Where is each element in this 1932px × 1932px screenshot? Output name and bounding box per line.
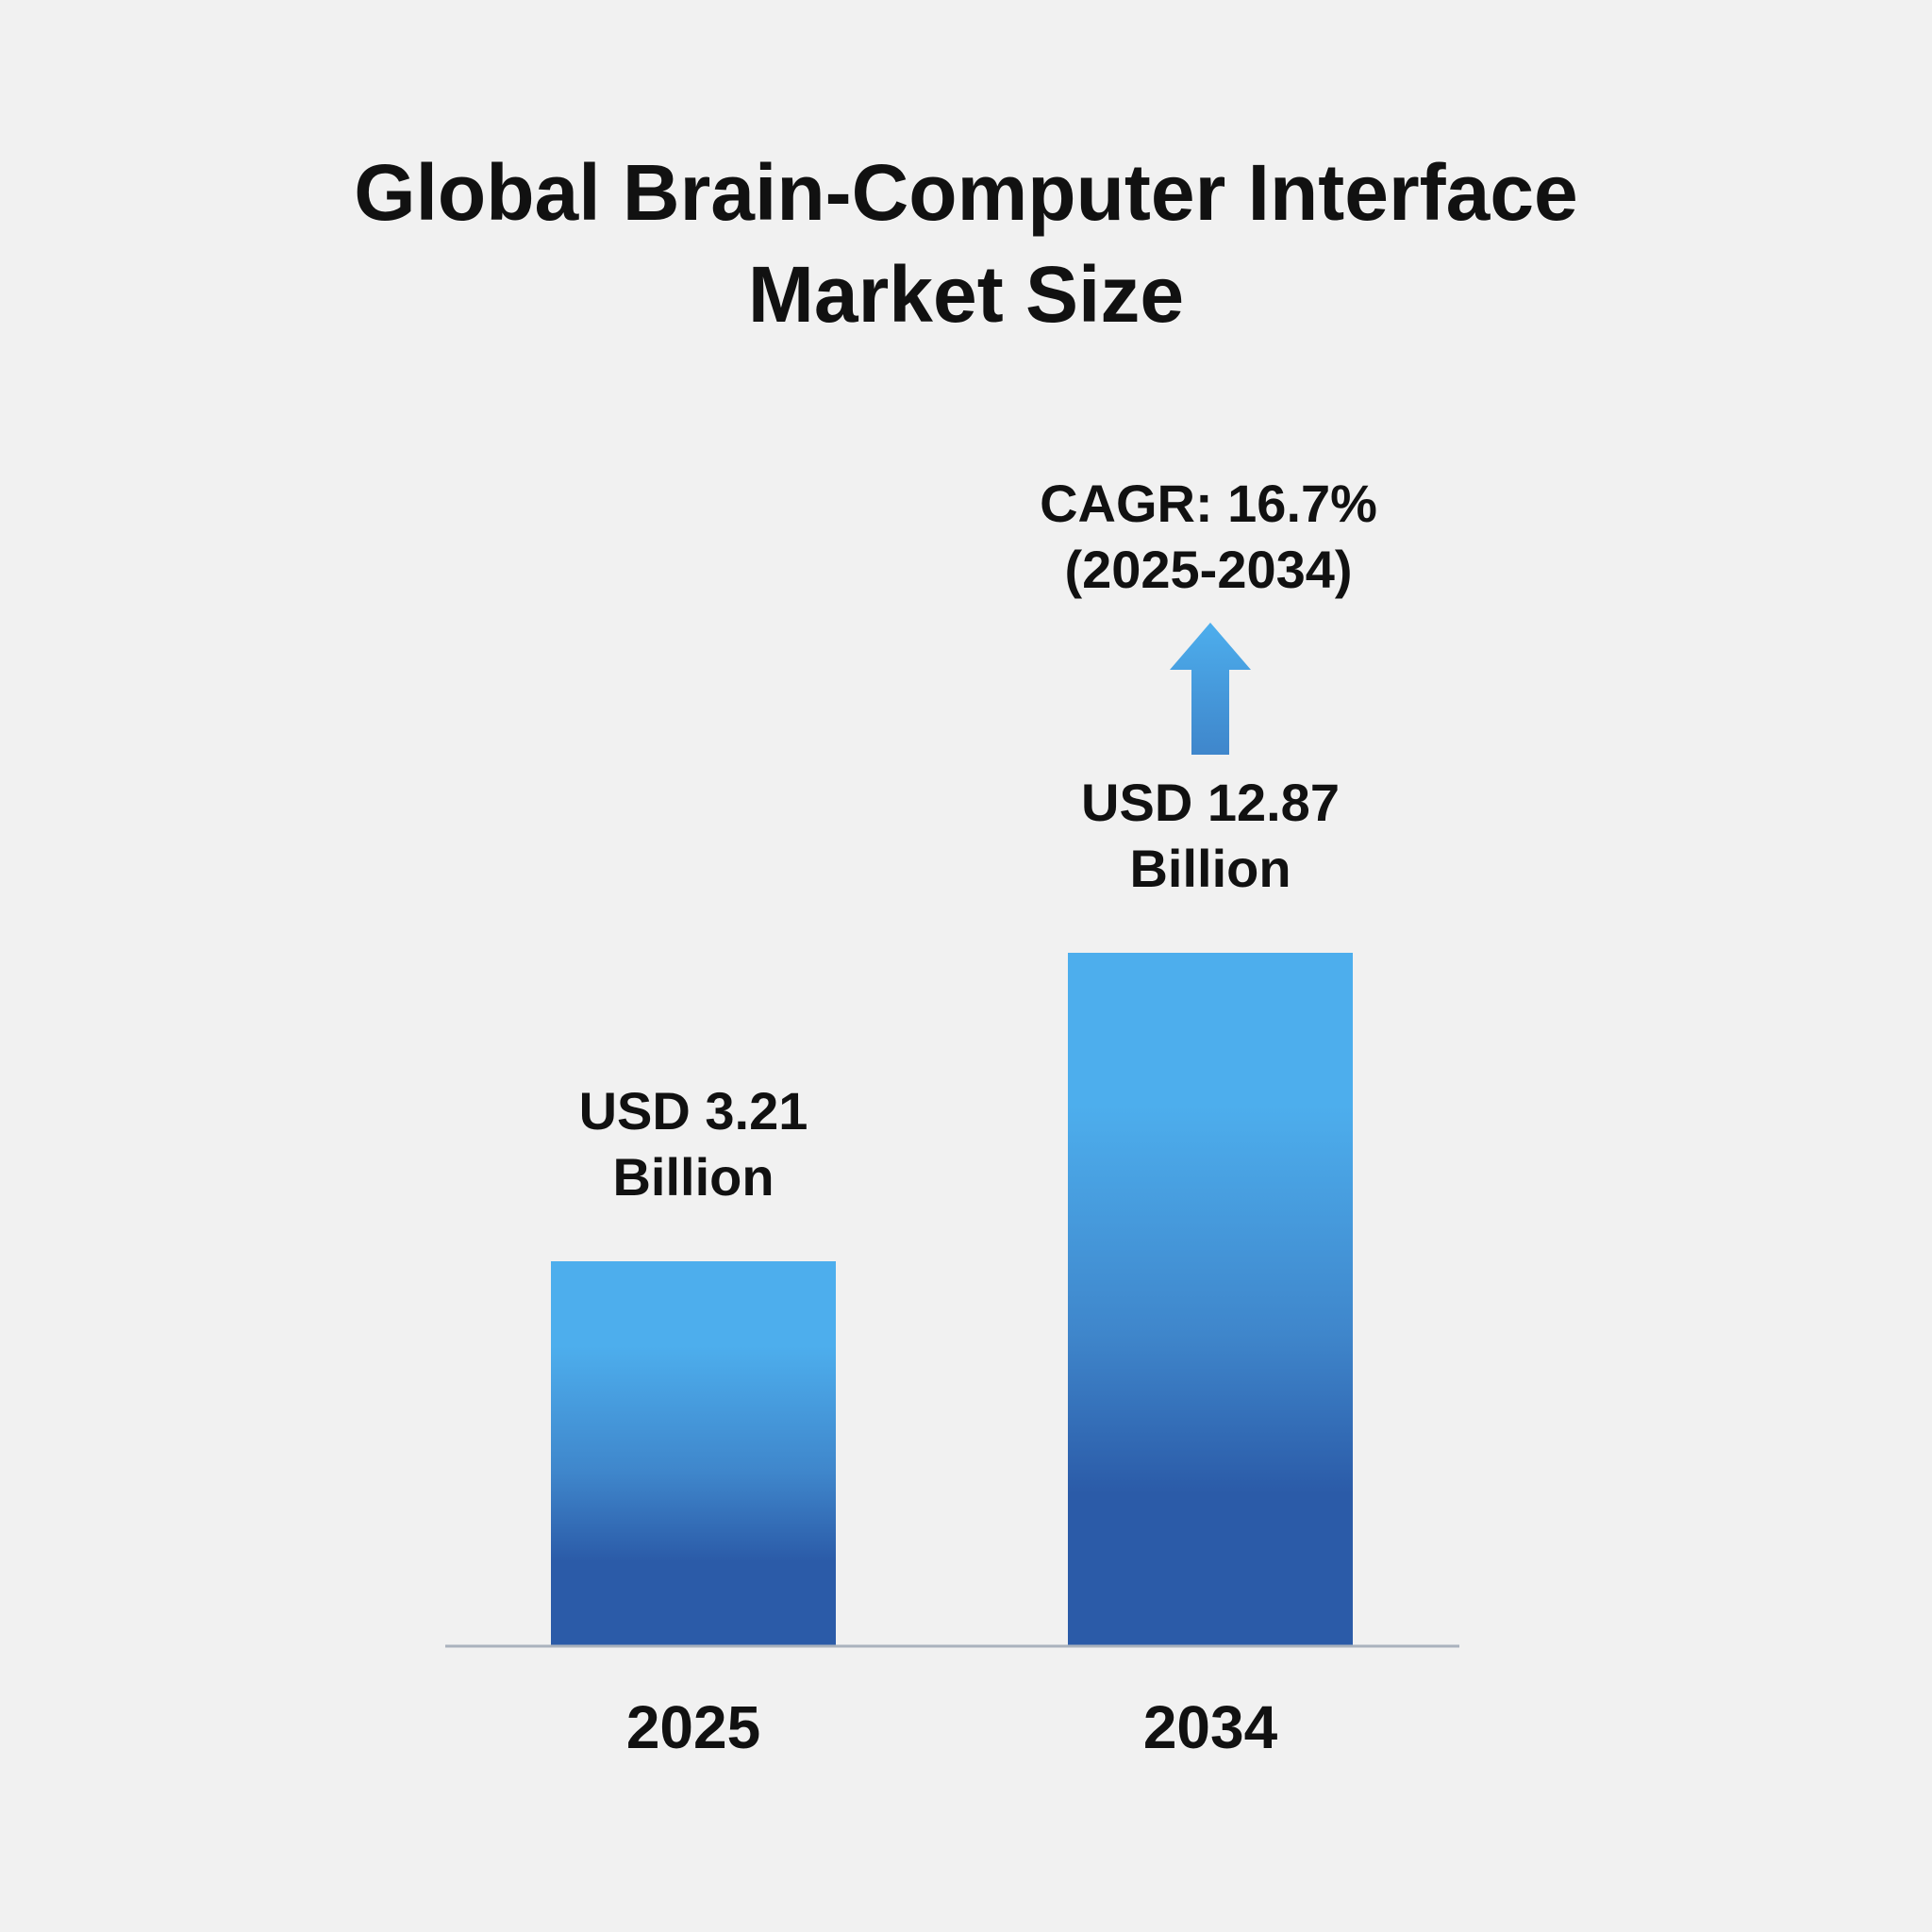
value-label-2034-line-2: Billion [1129,839,1291,898]
bars-layer [551,953,1353,1646]
cagr-label-line-2: (2025-2034) [1064,540,1352,599]
cagr-label-line-1: CAGR: 16.7% [1040,474,1377,533]
up-arrow-icon [1170,623,1251,755]
bar-2034 [1068,953,1353,1646]
x-tick-label-2034: 2034 [1143,1693,1278,1761]
value-label-2025-line-1: USD 3.21 [579,1081,808,1141]
value-label-2025-line-2: Billion [612,1147,774,1207]
cagr-annotation: CAGR: 16.7% (2025-2034) [1040,474,1377,755]
bar-2025 [551,1261,836,1646]
value-label-2034-line-1: USD 12.87 [1081,773,1340,832]
chart-title-line-1: Global Brain-Computer Interface [354,148,1578,237]
chart-title-line-2: Market Size [747,250,1185,339]
chart-title: Global Brain-Computer Interface Market S… [0,142,1932,345]
x-tick-label-2025: 2025 [626,1693,760,1761]
